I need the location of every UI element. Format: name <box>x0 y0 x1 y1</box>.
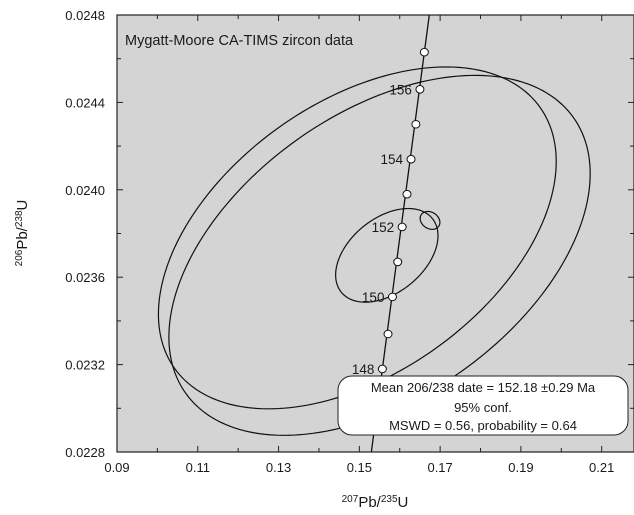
y-tick-label: 0.0244 <box>65 95 105 110</box>
x-axis-label: 207Pb/235U <box>342 494 409 511</box>
annotation-line-conf: 95% conf. <box>454 400 512 415</box>
axis-ticks <box>116 14 634 453</box>
age-marker-156 <box>415 84 425 94</box>
age-marker-157 <box>419 47 429 57</box>
concordia-curve: 148 150 152 154 156 <box>352 15 430 452</box>
x-tick-label: 0.17 <box>427 460 452 475</box>
x-tick-label: 0.11 <box>186 460 210 475</box>
y-axis-label-part2: U <box>14 200 31 211</box>
annotation-line-mswd: MSWD = 0.56, probability = 0.64 <box>389 418 577 433</box>
x-tick-label: 0.09 <box>104 460 129 475</box>
y-axis-label-sup2: 238 <box>14 210 25 227</box>
annotation-box <box>337 375 629 436</box>
x-axis-label-part2: U <box>398 494 409 511</box>
y-axis-label-part1: Pb/ <box>14 226 31 249</box>
error-ellipse-2 <box>168 74 591 436</box>
error-ellipse-1 <box>157 66 557 410</box>
x-axis-label-sup1: 207 <box>342 494 359 505</box>
error-ellipses <box>157 66 591 436</box>
age-marker-154 <box>406 154 416 164</box>
y-tick-label: 0.0232 <box>65 358 105 373</box>
x-tick-label: 0.15 <box>347 460 372 475</box>
x-axis-label-part1: Pb/ <box>358 494 381 511</box>
age-marker-152 <box>397 222 407 232</box>
mean-date-annotation: Mean 206/238 date = 152.18 ±0.29 Ma 95% … <box>337 375 629 436</box>
age-label-154: 154 <box>381 152 404 167</box>
annotation-line-mean: Mean 206/238 date = 152.18 ±0.29 Ma <box>371 380 596 395</box>
age-label-150: 150 <box>362 290 385 305</box>
age-label-152: 152 <box>372 220 395 235</box>
x-tick-label: 0.13 <box>266 460 291 475</box>
age-label-148: 148 <box>352 362 375 377</box>
error-ellipse-3 <box>335 207 439 303</box>
y-axis-label-sup1: 206 <box>14 249 25 266</box>
x-tick-label: 0.19 <box>508 460 533 475</box>
age-marker-153 <box>402 189 412 199</box>
error-ellipse-4 <box>419 210 441 230</box>
y-axis-label: 206Pb/238U <box>14 200 31 267</box>
x-axis-label-sup2: 235 <box>381 494 398 505</box>
y-tick-label: 0.0236 <box>65 270 105 285</box>
age-marker-150 <box>387 292 397 302</box>
y-tick-label: 0.0248 <box>65 8 105 23</box>
age-marker-148 <box>377 364 387 374</box>
age-marker-155 <box>411 119 421 129</box>
age-marker-149 <box>383 329 393 339</box>
y-tick-label: 0.0240 <box>65 183 105 198</box>
age-label-156: 156 <box>389 82 412 97</box>
age-marker-151 <box>393 257 403 267</box>
chart-title: Mygatt-Moore CA-TIMS zircon data <box>125 33 354 49</box>
y-tick-label: 0.0228 <box>65 445 105 460</box>
axis-tick-labels: 0.09 0.11 0.13 0.15 0.17 0.19 0.21 0.0228 0.0232… <box>65 8 614 475</box>
x-tick-label: 0.21 <box>589 460 614 475</box>
